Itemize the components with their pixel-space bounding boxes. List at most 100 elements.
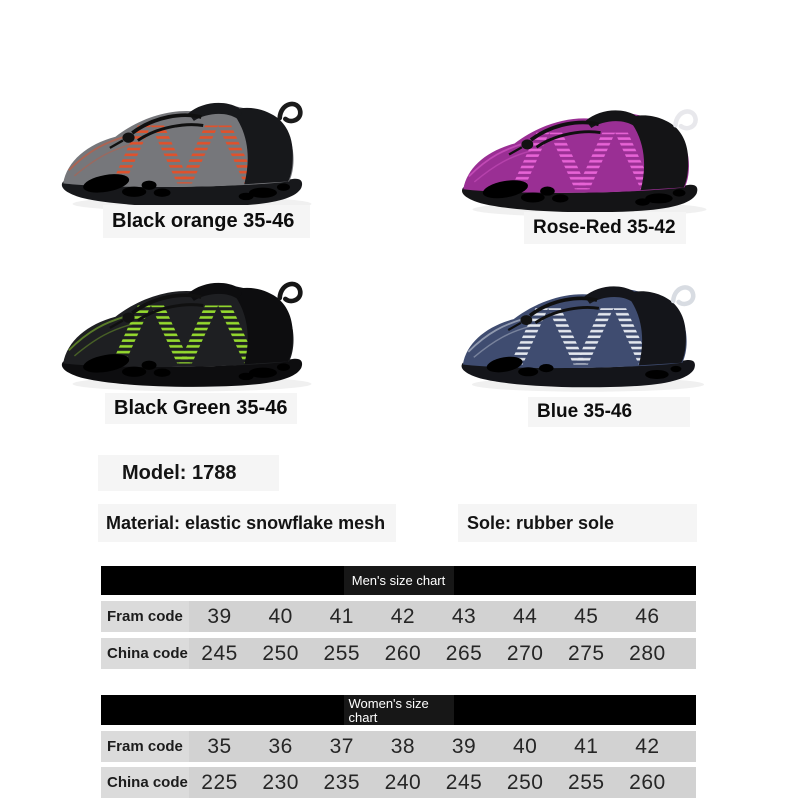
product-label-text: Blue 35-46 (537, 401, 633, 422)
shoe-sole (461, 184, 698, 213)
product-photo-black-orange (52, 88, 332, 219)
mens-size-chart-header: Men's size chart (101, 566, 696, 595)
size-cell: 36 (268, 734, 293, 758)
size-cell: 40 (513, 734, 538, 758)
heel-pull-loop (673, 109, 698, 131)
shoe-collar (585, 110, 638, 128)
product-label-rose-red: Rose-Red 35-42 (524, 212, 686, 244)
table-row-china-code: China code 245 250 255 260 265 270 275 2… (101, 638, 696, 669)
row-label: Fram code (101, 601, 189, 632)
size-cell: 265 (445, 641, 483, 665)
size-cell: 40 (268, 604, 293, 628)
table-row-china-code: China code 225 230 235 240 245 250 255 2… (101, 767, 696, 798)
sole-info-bar: Sole: rubber sole (458, 504, 697, 542)
size-cell: 245 (445, 770, 483, 794)
paint-splashes (83, 354, 290, 381)
size-cell: 37 (329, 734, 354, 758)
bungee-laces (508, 120, 601, 156)
size-cell: 235 (323, 770, 361, 794)
size-cell: 255 (568, 770, 605, 794)
size-cell: 46 (635, 604, 660, 628)
womens-size-chart-header: Women's size chart (101, 695, 696, 725)
size-cell: 42 (635, 734, 660, 758)
bungee-laces (507, 296, 600, 332)
size-cell: 260 (384, 641, 422, 665)
size-cell: 255 (323, 641, 361, 665)
size-cell: 240 (384, 770, 422, 794)
size-cell: 260 (629, 770, 666, 794)
size-cell: 45 (574, 604, 599, 628)
size-cell: 39 (451, 734, 477, 758)
row-label: China code (101, 638, 189, 669)
heel-pull-loop (277, 101, 303, 124)
shoe-illustration (461, 285, 705, 392)
size-cell: 275 (568, 641, 605, 665)
paint-splashes (486, 356, 682, 380)
shoe-collar (188, 102, 242, 121)
size-cell: 270 (506, 641, 544, 665)
table-row-fram-code: Fram code 39 40 41 42 43 44 45 46 (101, 601, 696, 632)
toe-texture-line (68, 135, 126, 171)
bungee-laces (109, 113, 204, 149)
size-cell: 44 (513, 604, 538, 628)
size-cell: 43 (451, 604, 477, 628)
product-label-text: Black Green 35-46 (114, 397, 288, 419)
size-cell: 41 (574, 734, 599, 758)
toe-texture-line (473, 150, 532, 183)
size-cell: 250 (262, 641, 299, 665)
shoe-collar (584, 286, 636, 304)
size-cell: 280 (629, 641, 666, 665)
heel-pull-loop (277, 281, 303, 304)
model-info-bar: Model: 1788 (98, 455, 279, 491)
shoe-sole (461, 359, 695, 388)
size-cell: 35 (207, 734, 232, 758)
product-label-text: Rose-Red 35-42 (533, 217, 676, 238)
row-label: Fram code (101, 731, 189, 762)
product-photo-rose-red (452, 96, 727, 224)
bungee-laces (109, 293, 204, 329)
product-label-black-orange: Black orange 35-46 (103, 205, 310, 238)
shoe-collar (188, 282, 242, 301)
paint-splashes (482, 180, 686, 206)
size-cell: 38 (390, 734, 416, 758)
shoe-illustration (61, 281, 312, 392)
toe-texture-line (473, 325, 531, 358)
table-row-fram-code: Fram code 35 36 37 38 39 40 41 42 (101, 731, 696, 762)
product-label-blue: Blue 35-46 (528, 397, 690, 427)
size-cell: 41 (329, 604, 354, 628)
material-text: Material: elastic snowflake mesh (106, 512, 386, 533)
shoe-heel (627, 115, 689, 191)
size-cell: 230 (262, 770, 299, 794)
size-cell: 39 (207, 604, 232, 628)
shoe-heel (626, 291, 686, 366)
product-photo-blue (452, 272, 724, 399)
womens-size-chart: Women's size chart Fram code 35 36 37 38… (101, 695, 696, 798)
size-cell: 250 (506, 770, 544, 794)
toe-texture-line (468, 142, 524, 178)
material-info-bar: Material: elastic snowflake mesh (98, 504, 396, 542)
lace-toggle (122, 132, 135, 143)
product-label-text: Black orange 35-46 (112, 210, 295, 232)
shoe-illustration (61, 101, 312, 212)
model-text: Model: 1788 (122, 461, 237, 484)
lace-toggle (122, 312, 135, 323)
size-cell: 225 (201, 770, 238, 794)
heel-pull-loop (670, 285, 696, 307)
lace-toggle (520, 315, 533, 326)
product-label-black-green: Black Green 35-46 (105, 393, 297, 424)
shoe-illustration (461, 109, 707, 217)
womens-size-chart-title-box: Women's size chart (343, 695, 454, 725)
toe-texture-line (73, 323, 133, 357)
womens-size-chart-title: Women's size chart (348, 695, 429, 725)
mens-size-chart: Men's size chart Fram code 39 40 41 42 4… (101, 566, 696, 669)
shoe-sole (61, 178, 303, 207)
size-cell: 245 (201, 641, 238, 665)
mens-size-chart-title: Men's size chart (351, 573, 446, 588)
shoe-heel (231, 287, 293, 365)
shoe-sole (61, 358, 303, 387)
toe-texture-line (73, 143, 133, 177)
sole-text: Sole: rubber sole (467, 512, 615, 533)
row-label: China code (101, 767, 189, 798)
lace-toggle (521, 139, 534, 150)
